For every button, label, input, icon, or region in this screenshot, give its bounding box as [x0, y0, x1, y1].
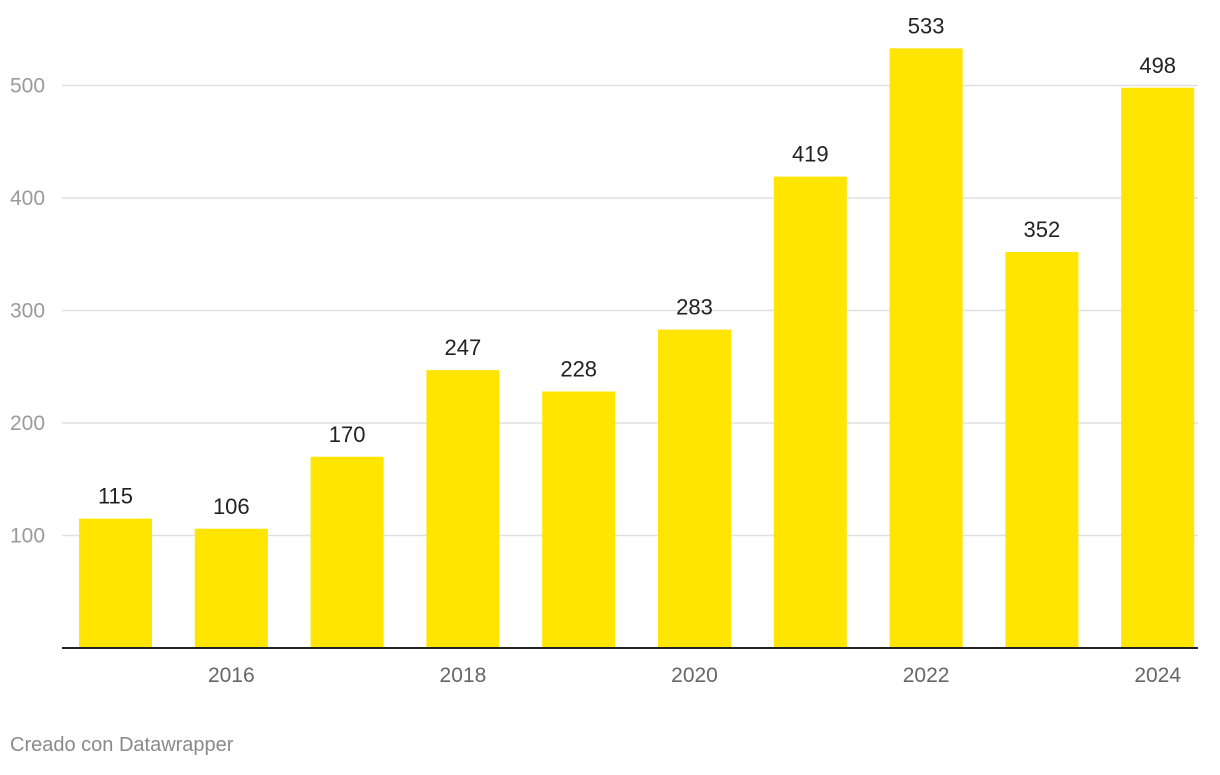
bar-value-label: 283: [676, 295, 713, 320]
x-tick-label: 2018: [440, 664, 487, 687]
bar-2022: [889, 48, 963, 648]
x-tick-label: 2016: [208, 664, 255, 687]
y-tick-label: 500: [10, 75, 45, 98]
y-tick-label: 100: [10, 525, 45, 548]
y-tick-label: 300: [10, 300, 45, 323]
credit-text: Creado con Datawrapper: [10, 734, 234, 756]
y-tick-label: 400: [10, 187, 45, 210]
bar-2016: [194, 528, 268, 648]
bar-value-label: 170: [329, 422, 366, 447]
bar-2018: [426, 370, 500, 648]
bar-value-label: 106: [213, 494, 250, 519]
x-tick-label: 2024: [1134, 664, 1181, 687]
bar-2017: [310, 456, 384, 648]
bar-2019: [542, 391, 616, 648]
bar-2020: [658, 329, 731, 648]
bar-value-label: 533: [908, 13, 945, 38]
y-tick-label: 200: [10, 412, 45, 435]
bar-2021: [773, 176, 847, 648]
bar-2015: [79, 518, 152, 648]
bar-value-label: 247: [445, 335, 482, 360]
bar-value-label: 498: [1139, 53, 1176, 78]
x-tick-label: 2022: [903, 664, 950, 687]
bar-value-label: 115: [98, 484, 133, 509]
bar-value-label: 419: [792, 142, 829, 167]
bar-2024: [1121, 87, 1195, 648]
bar-2023: [1005, 252, 1079, 648]
bar-value-label: 228: [560, 357, 597, 382]
x-tick-label: 2020: [671, 664, 718, 687]
bar-value-label: 352: [1024, 217, 1061, 242]
